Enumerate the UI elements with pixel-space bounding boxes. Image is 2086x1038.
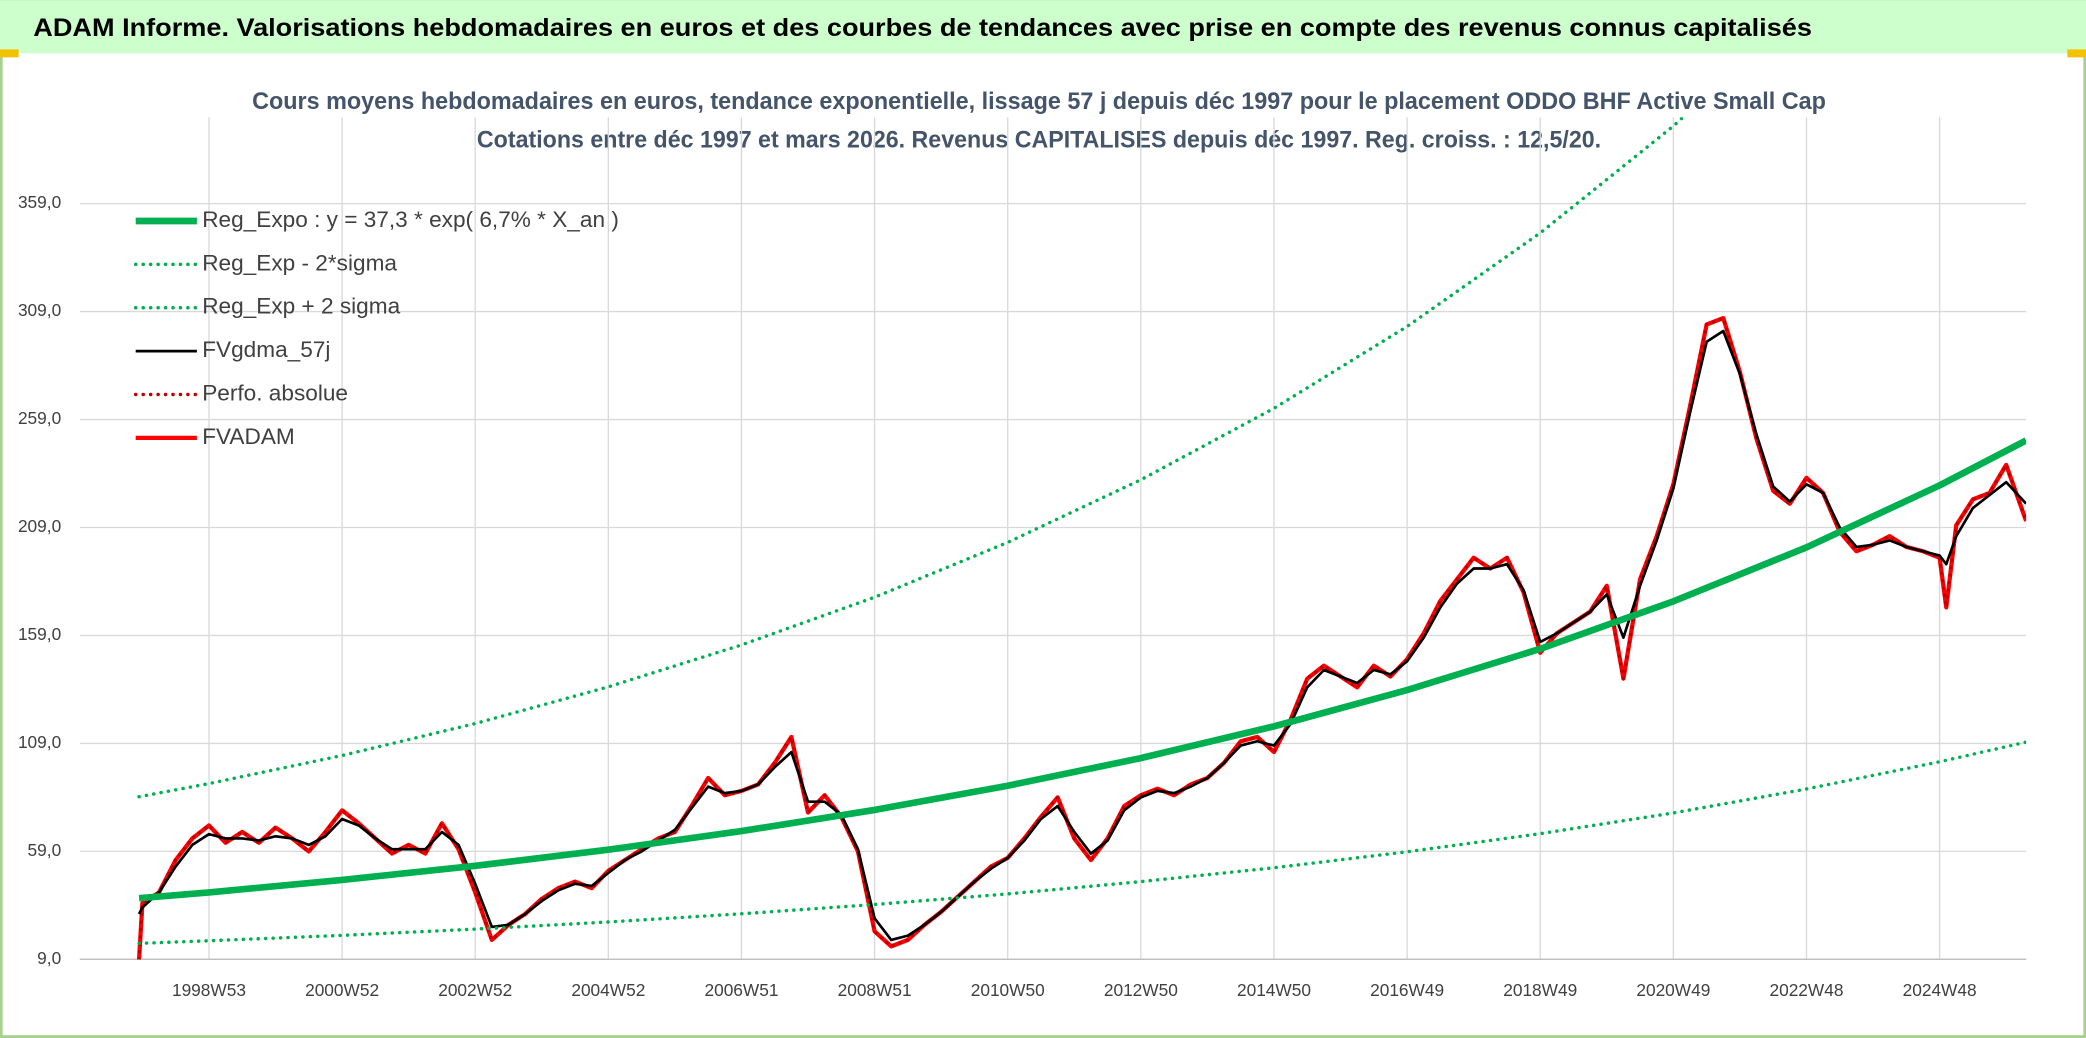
y-tick-label: 309,0 (18, 300, 61, 320)
chart-subtitle: Cours moyens hebdomadaires en euros, ten… (252, 88, 1826, 115)
corner (2067, 49, 2086, 58)
x-tick-label: 2012W50 (1104, 980, 1178, 1000)
x-tick-label: 1998W53 (172, 980, 246, 1000)
legend-label: Reg_Expo : y = 37,3 * exp( 6,7% * X_an ) (202, 207, 619, 232)
y-tick-label: 109,0 (18, 732, 61, 752)
series-line (137, 329, 2027, 942)
x-tick-label: 2006W51 (704, 980, 778, 1000)
y-tick-label: 209,0 (18, 516, 61, 536)
y-tick-label: 359,0 (18, 192, 61, 212)
x-tick-label: 2000W52 (305, 980, 379, 1000)
series-line (138, 437, 2027, 902)
x-tick-label: 2022W48 (1769, 980, 1843, 1000)
legend-label: FVgdma_57j (202, 337, 330, 362)
x-tick-label: 2004W52 (571, 980, 645, 1000)
legend-label: Perfo. absolue (202, 380, 348, 405)
y-tick-label: 159,0 (18, 624, 61, 644)
y-tick-label: 9,0 (37, 948, 61, 968)
series-line (137, 117, 1686, 799)
corner (0, 49, 19, 58)
title-bar (0, 0, 2086, 54)
legend-label: Reg_Exp + 2 sigma (202, 294, 400, 319)
x-tick-label: 2018W49 (1503, 980, 1577, 1000)
x-tick-label: 2008W51 (838, 980, 912, 1000)
series-line (137, 316, 2027, 960)
x-tick-label: 2020W49 (1636, 980, 1710, 1000)
series-line (137, 740, 2027, 946)
x-tick-label: 2002W52 (438, 980, 512, 1000)
chart-subtitle: Cotations entre déc 1997 et mars 2026. R… (477, 127, 1601, 154)
y-tick-label: 59,0 (28, 840, 62, 860)
x-tick-label: 2014W50 (1237, 980, 1311, 1000)
legend-label: Reg_Exp - 2*sigma (202, 250, 397, 275)
x-tick-label: 2010W50 (971, 980, 1045, 1000)
x-tick-label: 2016W49 (1370, 980, 1444, 1000)
chart-title: ADAM Informe. Valorisations hebdomadaire… (33, 14, 1812, 42)
x-tick-label: 2024W48 (1903, 980, 1977, 1000)
y-tick-label: 259,0 (18, 408, 61, 428)
legend-label: FVADAM (202, 424, 295, 449)
